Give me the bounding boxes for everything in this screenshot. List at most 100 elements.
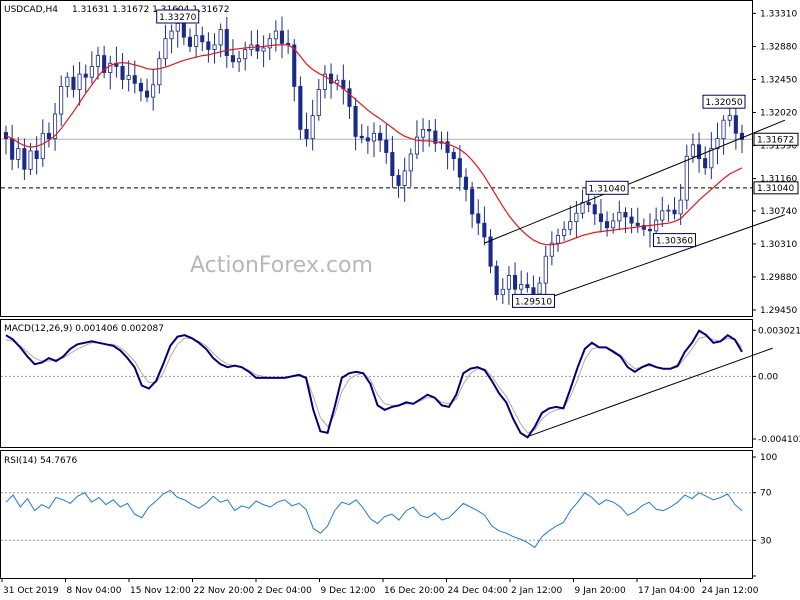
candle-body — [519, 284, 524, 290]
candle-body — [59, 86, 64, 115]
time-axis-label: 9 Dec 12:00 — [321, 586, 376, 596]
candle-body — [451, 152, 456, 159]
candle-body — [555, 235, 560, 244]
candle-body — [592, 204, 597, 215]
price-annotation-label: 1.32050 — [705, 98, 742, 108]
macd-layer: 0.003021 0.00 -0.004103 — [1, 326, 800, 445]
candle-body — [660, 210, 665, 221]
candle-body — [629, 216, 634, 224]
candle-body — [328, 73, 334, 84]
price-annotation-label: 1.33270 — [159, 13, 196, 23]
candle-body — [378, 132, 383, 141]
time-axis-label: 22 Nov 20:00 — [194, 586, 255, 596]
candle-body — [206, 41, 211, 50]
candle-body — [647, 228, 652, 232]
price-annotation-box — [156, 9, 200, 24]
price-annotation-label: 1.29510 — [515, 297, 552, 307]
candle-body — [470, 188, 475, 215]
candle-body — [310, 115, 315, 140]
candle-body — [396, 175, 401, 186]
support-level-label: 1.31040 — [757, 184, 794, 194]
price-annotation-box — [585, 180, 629, 195]
candle-body — [549, 242, 554, 257]
rsi-panel[interactable] — [0, 450, 753, 579]
candle-body — [3, 132, 9, 139]
rsi-axis-label: 30 — [760, 536, 772, 546]
candle-body — [457, 158, 462, 178]
candle-body — [194, 35, 199, 47]
candle-body — [703, 158, 708, 169]
rsi-axis-label: 100 — [760, 453, 777, 463]
candle-body — [316, 89, 321, 117]
candle-body — [445, 141, 450, 153]
macd-axis-label: -0.004103 — [758, 435, 800, 445]
candle-body — [212, 44, 217, 50]
price-annotation-label: 1.31040 — [588, 184, 625, 194]
candle-body — [120, 66, 125, 80]
candle-body — [89, 66, 94, 78]
candle-body — [733, 115, 738, 134]
price-panel[interactable] — [0, 0, 753, 317]
watermark: ActionForex.com — [190, 253, 373, 278]
price-overlays: 1.33270 1.31040 1.32050 1.30360 1.29510 — [5, 9, 786, 308]
time-axis-label: 9 Jan 20:00 — [575, 586, 627, 596]
price-axis-label: 1.29880 — [760, 273, 797, 283]
candle-body — [273, 30, 278, 40]
candle-body — [224, 29, 229, 57]
time-axis-label: 17 Jan 04:00 — [638, 586, 695, 596]
candle-body — [77, 73, 82, 90]
time-axis-label: 8 Nov 04:00 — [67, 586, 122, 596]
candle-body — [617, 211, 622, 222]
candle-body — [727, 115, 732, 121]
support-level-box — [753, 181, 799, 195]
time-axis-label: 16 Dec 20:00 — [384, 586, 445, 596]
candle-body — [666, 209, 671, 212]
candle-body — [433, 130, 438, 144]
price-axis-label: 1.29450 — [760, 306, 797, 316]
candle-body — [580, 201, 585, 214]
candle-body — [16, 148, 21, 160]
candle-body — [568, 221, 573, 230]
candle-body — [267, 38, 272, 49]
macd-header: MACD(12,26,9) 0.001406 0.002087 — [4, 324, 164, 334]
time-axis-label: 2 Jan 12:00 — [511, 586, 563, 596]
candle-body — [672, 209, 677, 215]
candle-body — [715, 138, 720, 150]
price-axis-label: 1.33310 — [760, 9, 797, 19]
candle-body — [236, 58, 242, 63]
time-axis-label: 15 Nov 12:00 — [130, 586, 191, 596]
candle-body — [365, 137, 370, 142]
price-axis-label: 1.31590 — [760, 142, 797, 152]
candle-body — [739, 132, 744, 140]
price-annotation-box — [512, 293, 555, 308]
candle-body — [537, 282, 542, 295]
candle-body — [427, 128, 432, 132]
time-axis-label: 2 Dec 04:00 — [257, 586, 312, 596]
candle-body — [611, 220, 616, 229]
candle-body — [359, 135, 364, 139]
macd-panel[interactable] — [0, 319, 753, 448]
macd-trendline — [527, 347, 773, 438]
candle-body — [709, 148, 714, 169]
price-annotation-label: 1.30360 — [656, 237, 693, 247]
macd-axis-label: 0.003021 — [758, 326, 800, 336]
candle-body — [605, 221, 610, 229]
candle-body — [488, 236, 493, 267]
macd-main-line — [5, 329, 743, 439]
candle-body — [586, 201, 591, 206]
rsi-axis-label: 70 — [760, 489, 772, 499]
candle-body — [279, 30, 284, 44]
candle-body — [138, 82, 144, 92]
candle-body — [151, 84, 156, 98]
candle-body — [402, 170, 407, 186]
candle-body — [181, 22, 186, 38]
candle-body — [335, 79, 340, 84]
macd-axis-label: 0.00 — [758, 372, 778, 382]
candle-body — [292, 44, 297, 87]
candle-body — [598, 213, 603, 222]
candle-body — [420, 128, 426, 138]
candle-body — [562, 228, 567, 236]
candle-body — [10, 138, 15, 160]
candle-body — [353, 106, 358, 137]
candle-body — [414, 136, 419, 155]
